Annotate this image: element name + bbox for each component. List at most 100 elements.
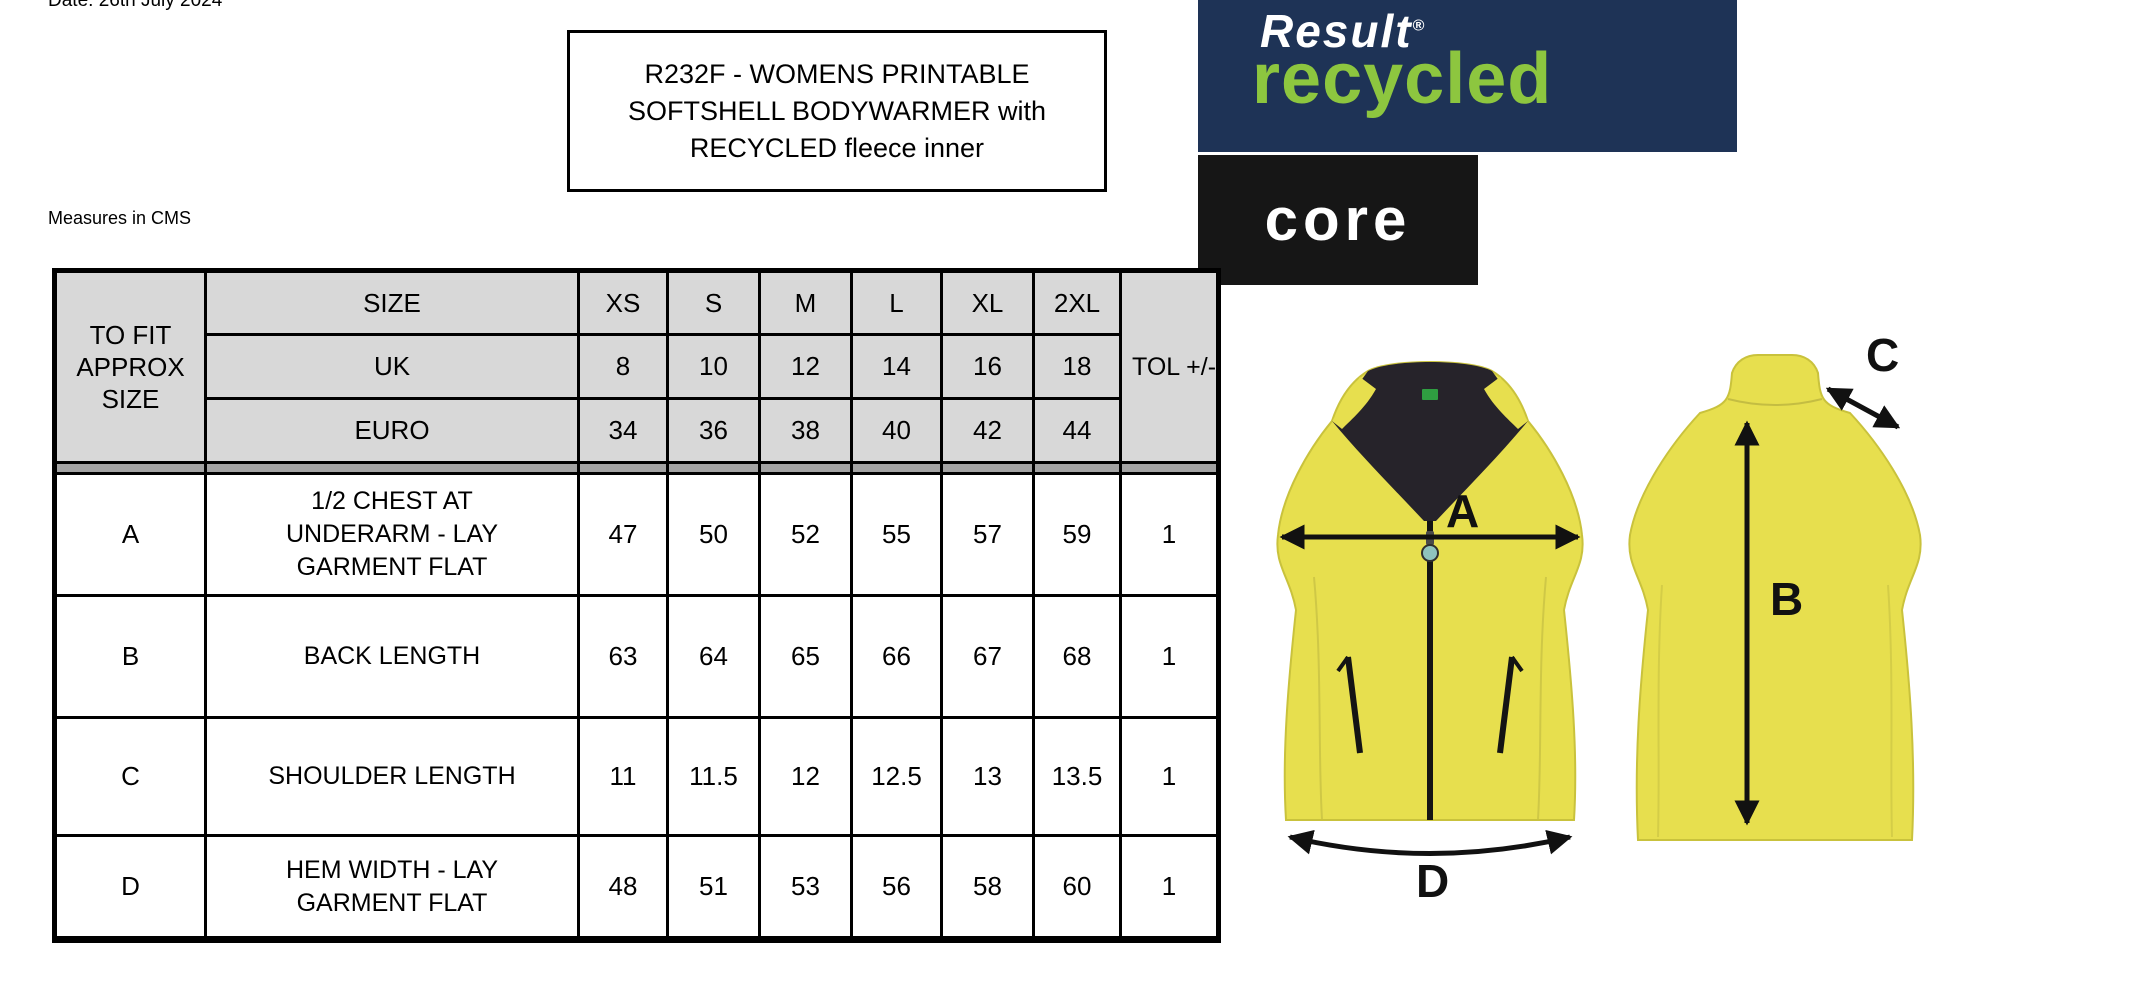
header-body-divider bbox=[53, 461, 1221, 475]
measure-letter-cell: D bbox=[53, 834, 207, 941]
result-wordmark: Result® bbox=[1260, 5, 1427, 57]
size-header-cell: 12 bbox=[758, 333, 853, 400]
measure-value-cell: 11.5 bbox=[666, 716, 761, 837]
measure-description-cell: HEM WIDTH - LAY GARMENT FLAT bbox=[204, 834, 580, 941]
back-seam-left bbox=[1657, 584, 1663, 838]
measure-value-cell: 12 bbox=[758, 716, 853, 837]
size-chart-table: TO FIT APPROX SIZE SIZE XS S M L XL 2XL … bbox=[52, 268, 1222, 943]
measure-value-cell: 65 bbox=[758, 594, 853, 719]
product-title-line: SOFTSHELL BODYWARMER with bbox=[627, 95, 1047, 126]
collar-fold-right bbox=[1484, 377, 1528, 429]
size-header-cell: 14 bbox=[850, 333, 943, 400]
tolerance-value-cell: 1 bbox=[1118, 834, 1221, 941]
measure-value-cell: 67 bbox=[940, 594, 1035, 719]
garment-measurement-diagram: A D B C bbox=[1276, 329, 1922, 905]
size-header-cell: 36 bbox=[666, 397, 761, 464]
core-logo: core bbox=[1198, 155, 1478, 285]
measure-value-cell: 13.5 bbox=[1032, 716, 1122, 837]
tolerance-header-cell: TOL +/- bbox=[1118, 269, 1221, 464]
table-row: B BACK LENGTH 63 64 65 66 67 68 1 bbox=[53, 594, 1221, 719]
back-seam-right bbox=[1887, 584, 1893, 838]
header-label-cell: SIZE bbox=[204, 269, 580, 336]
core-wordmark: core bbox=[1264, 186, 1412, 253]
collar-fold-left bbox=[1332, 377, 1376, 429]
front-seam-left bbox=[1313, 576, 1323, 820]
measure-value-cell: 48 bbox=[577, 834, 669, 941]
measure-description-cell: SHOULDER LENGTH bbox=[204, 716, 580, 837]
size-header-cell: L bbox=[850, 269, 943, 336]
size-header-cell: 18 bbox=[1032, 333, 1122, 400]
product-title-box: R232F - WOMENS PRINTABLE SOFTSHELL BODYW… bbox=[567, 30, 1107, 192]
measure-value-cell: 59 bbox=[1032, 472, 1122, 597]
corner-cell: TO FIT APPROX SIZE bbox=[53, 269, 207, 464]
pocket-zip-left bbox=[1345, 656, 1363, 754]
measure-description-cell: BACK LENGTH bbox=[204, 594, 580, 719]
measure-value-cell: 47 bbox=[577, 472, 669, 597]
header-label-cell: EURO bbox=[204, 397, 580, 464]
size-header-cell: 38 bbox=[758, 397, 853, 464]
table-row: C SHOULDER LENGTH 11 11.5 12 12.5 13 13.… bbox=[53, 716, 1221, 837]
collar-inner bbox=[1332, 362, 1528, 521]
measure-value-cell: 50 bbox=[666, 472, 761, 597]
size-header-cell: XL bbox=[940, 269, 1035, 336]
back-collar-seam bbox=[1727, 398, 1823, 406]
measure-value-cell: 13 bbox=[940, 716, 1035, 837]
size-header-cell: 42 bbox=[940, 397, 1035, 464]
measure-value-cell: 66 bbox=[850, 594, 943, 719]
collar-brand-label bbox=[1422, 389, 1438, 400]
measure-value-cell: 60 bbox=[1032, 834, 1122, 941]
size-header-cell: 8 bbox=[577, 333, 669, 400]
measure-value-cell: 53 bbox=[758, 834, 853, 941]
measure-value-cell: 63 bbox=[577, 594, 669, 719]
pocket-zip-right bbox=[1497, 656, 1515, 754]
date-label: Date: 26th July 2024 bbox=[48, 0, 223, 11]
size-header-cell: 2XL bbox=[1032, 269, 1122, 336]
measure-description-cell: 1/2 CHEST AT UNDERARM - LAY GARMENT FLAT bbox=[204, 472, 580, 597]
table-row: D HEM WIDTH - LAY GARMENT FLAT 48 51 53 … bbox=[53, 834, 1221, 941]
product-title-line: R232F - WOMENS PRINTABLE bbox=[644, 58, 1030, 89]
pocket-pull-left bbox=[1336, 655, 1350, 673]
table-row: A 1/2 CHEST AT UNDERARM - LAY GARMENT FL… bbox=[53, 472, 1221, 597]
measurement-label-a: A bbox=[1446, 485, 1479, 537]
result-recycled-logo: Result® recycled bbox=[1198, 0, 1737, 152]
measurement-label-b: B bbox=[1770, 573, 1803, 625]
measure-letter-cell: B bbox=[53, 594, 207, 719]
measure-value-cell: 11 bbox=[577, 716, 669, 837]
registered-trademark-icon: ® bbox=[1412, 17, 1427, 35]
back-vest: B C bbox=[1628, 329, 1922, 841]
back-vest-body bbox=[1628, 354, 1922, 841]
size-header-cell: M bbox=[758, 269, 853, 336]
size-header-cell: 16 bbox=[940, 333, 1035, 400]
recycled-wordmark: recycled bbox=[1252, 39, 1553, 119]
size-header-cell: 44 bbox=[1032, 397, 1122, 464]
measure-value-cell: 12.5 bbox=[850, 716, 943, 837]
size-header-cell: S bbox=[666, 269, 761, 336]
measure-value-cell: 56 bbox=[850, 834, 943, 941]
measure-letter-cell: A bbox=[53, 472, 207, 597]
measure-value-cell: 55 bbox=[850, 472, 943, 597]
tolerance-value-cell: 1 bbox=[1118, 594, 1221, 719]
measurement-label-c: C bbox=[1866, 329, 1899, 381]
front-seam-right bbox=[1537, 576, 1547, 820]
pocket-pull-right bbox=[1510, 655, 1524, 673]
tolerance-value-cell: 1 bbox=[1118, 472, 1221, 597]
measures-units-label: Measures in CMS bbox=[48, 208, 192, 228]
measurement-arrow-d bbox=[1287, 829, 1573, 856]
size-header-cell: XS bbox=[577, 269, 669, 336]
measure-value-cell: 64 bbox=[666, 594, 761, 719]
zipper-pull bbox=[1421, 544, 1439, 562]
measure-value-cell: 57 bbox=[940, 472, 1035, 597]
measurement-label-d: D bbox=[1416, 855, 1449, 905]
tolerance-value-cell: 1 bbox=[1118, 716, 1221, 837]
measurement-arrow-c bbox=[1825, 386, 1901, 430]
size-header-cell: 10 bbox=[666, 333, 761, 400]
measure-value-cell: 58 bbox=[940, 834, 1035, 941]
measure-value-cell: 68 bbox=[1032, 594, 1122, 719]
header-label-cell: UK bbox=[204, 333, 580, 400]
measure-value-cell: 51 bbox=[666, 834, 761, 941]
product-title-line: RECYCLED fleece inner bbox=[689, 132, 985, 163]
front-vest: A D bbox=[1276, 361, 1584, 905]
measure-letter-cell: C bbox=[53, 716, 207, 837]
size-header-cell: 40 bbox=[850, 397, 943, 464]
